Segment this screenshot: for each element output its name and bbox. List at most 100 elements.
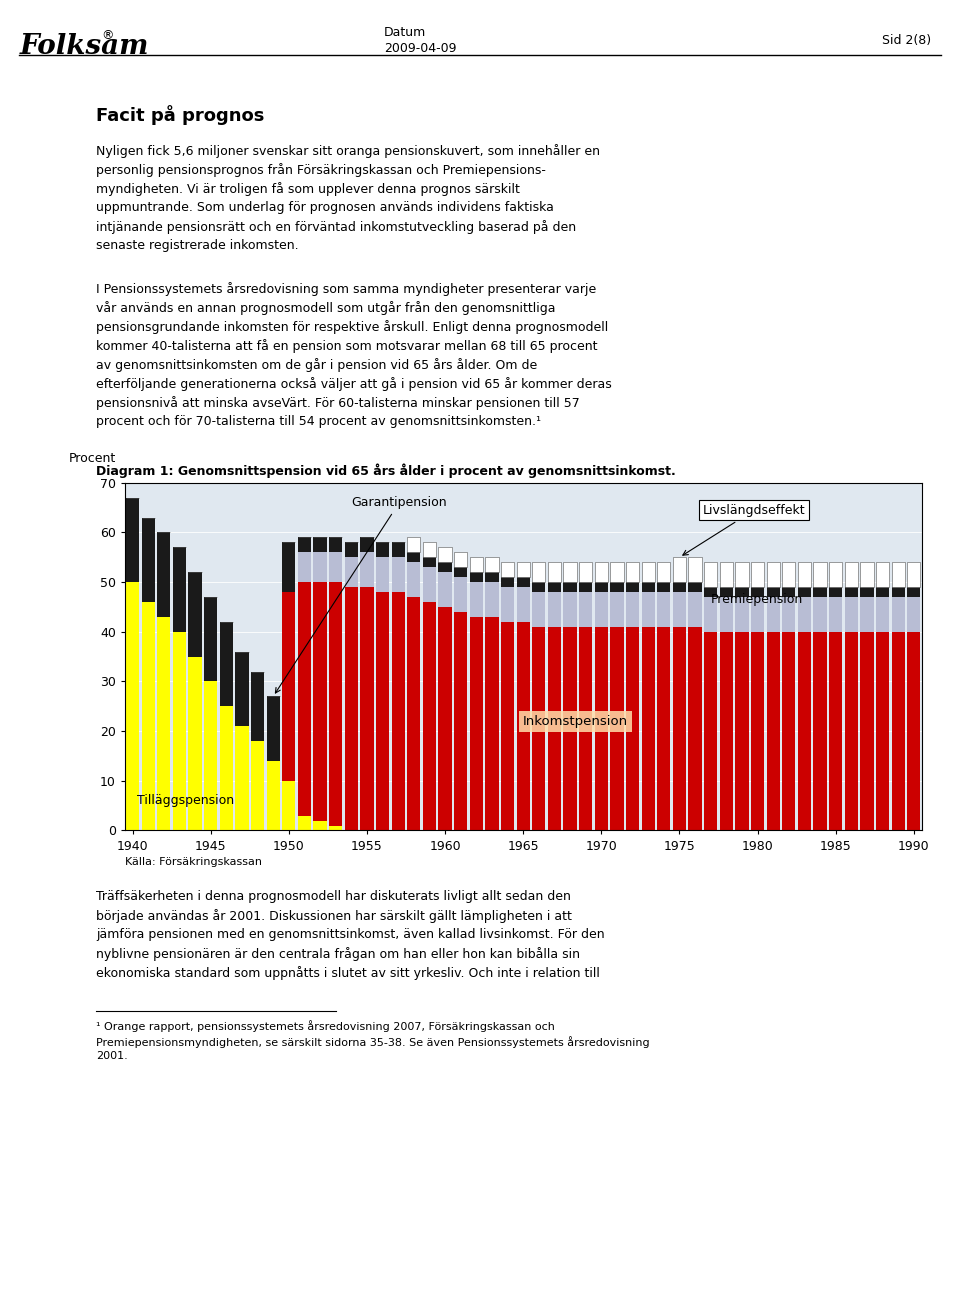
Bar [329, 583, 343, 825]
Bar [813, 588, 827, 597]
Bar [407, 563, 420, 597]
Bar [345, 542, 358, 558]
Bar [267, 761, 280, 830]
Bar [376, 592, 389, 830]
Bar [720, 632, 732, 830]
Bar [579, 592, 592, 627]
Bar [782, 597, 796, 632]
Bar [673, 558, 686, 583]
Bar [594, 563, 608, 583]
Bar [454, 552, 468, 567]
Text: ¹ Orange rapport, pensionssystemets årsredovisning 2007, Försäkringskassan och
P: ¹ Orange rapport, pensionssystemets årsr… [96, 1021, 650, 1061]
Bar [829, 563, 842, 588]
Bar [735, 588, 749, 597]
Bar [516, 563, 530, 577]
Bar [501, 577, 515, 588]
Bar [564, 563, 577, 583]
Bar [704, 563, 717, 588]
Text: började användas år 2001. Diskussionen har särskilt gällt lämpligheten i att: började användas år 2001. Diskussionen h… [96, 909, 572, 922]
Text: Facit på prognos: Facit på prognos [96, 105, 264, 125]
Text: intjänande pensionsrätt och en förväntad inkomstutveckling baserad på den: intjänande pensionsrätt och en förväntad… [96, 220, 576, 235]
Bar [688, 592, 702, 627]
Bar [782, 632, 796, 830]
Bar [813, 597, 827, 632]
Bar [516, 577, 530, 588]
Bar [845, 588, 858, 597]
Bar [486, 617, 498, 830]
Bar [469, 617, 483, 830]
Bar [641, 627, 655, 830]
Bar [907, 632, 921, 830]
Bar [658, 627, 670, 830]
Bar [532, 592, 545, 627]
Bar [860, 588, 874, 597]
Bar [813, 632, 827, 830]
Bar [579, 583, 592, 592]
Bar [829, 597, 842, 632]
Bar [235, 652, 249, 727]
Text: kommer 40-talisterna att få en pension som motsvarar mellan 68 till 65 procent: kommer 40-talisterna att få en pension s… [96, 338, 597, 353]
Bar [422, 602, 436, 830]
Bar [658, 583, 670, 592]
Text: Procent: Procent [69, 453, 116, 466]
Bar [907, 588, 921, 597]
Bar [267, 697, 280, 761]
Bar [329, 552, 343, 583]
Bar [532, 583, 545, 592]
Bar [751, 588, 764, 597]
Bar [548, 583, 561, 592]
Bar [641, 583, 655, 592]
Bar [360, 538, 373, 552]
Bar [611, 583, 624, 592]
Bar [798, 597, 811, 632]
Bar [564, 583, 577, 592]
Text: Källa: Försäkringskassan: Källa: Försäkringskassan [125, 857, 262, 867]
Bar [345, 558, 358, 588]
Bar [876, 632, 889, 830]
Bar [422, 567, 436, 602]
Bar [314, 820, 326, 830]
Text: senaste registrerade inkomsten.: senaste registrerade inkomsten. [96, 239, 299, 252]
Bar [532, 563, 545, 583]
Bar [516, 588, 530, 622]
Bar [407, 538, 420, 552]
Bar [439, 572, 452, 607]
Bar [501, 588, 515, 622]
Bar [735, 563, 749, 588]
Text: Livslängdseffekt: Livslängdseffekt [683, 504, 805, 555]
Bar [626, 627, 639, 830]
Bar [298, 552, 311, 583]
Bar [688, 558, 702, 583]
Bar [564, 592, 577, 627]
Bar [126, 497, 139, 583]
Bar [376, 542, 389, 558]
Text: personlig pensionsprognos från Försäkringskassan och Premiepensions-: personlig pensionsprognos från Försäkrin… [96, 163, 546, 177]
Bar [204, 597, 217, 681]
Bar [548, 592, 561, 627]
Bar [845, 632, 858, 830]
Bar [282, 592, 296, 781]
Bar [673, 583, 686, 592]
Bar [329, 825, 343, 830]
Text: pensionsgrundande inkomsten för respektive årskull. Enligt denna prognosmodell: pensionsgrundande inkomsten för respekti… [96, 320, 609, 335]
Bar [579, 627, 592, 830]
Bar [594, 627, 608, 830]
Bar [688, 583, 702, 592]
Bar [720, 597, 732, 632]
Bar [314, 552, 326, 583]
Bar [314, 583, 326, 820]
Bar [876, 563, 889, 588]
Bar [735, 632, 749, 830]
Bar [845, 597, 858, 632]
Text: Träffsäkerheten i denna prognosmodell har diskuterats livligt allt sedan den: Träffsäkerheten i denna prognosmodell ha… [96, 890, 571, 903]
Text: Tilläggspension: Tilläggspension [137, 794, 234, 807]
Text: pensionsnivå att minska avseVärt. För 60-talisterna minskar pensionen till 57: pensionsnivå att minska avseVärt. För 60… [96, 396, 580, 411]
Bar [766, 632, 780, 830]
Bar [766, 588, 780, 597]
Text: Premiepension: Premiepension [710, 593, 803, 606]
Bar [392, 558, 405, 592]
Bar [658, 592, 670, 627]
Bar [282, 542, 296, 592]
Bar [235, 727, 249, 830]
Bar [439, 607, 452, 830]
